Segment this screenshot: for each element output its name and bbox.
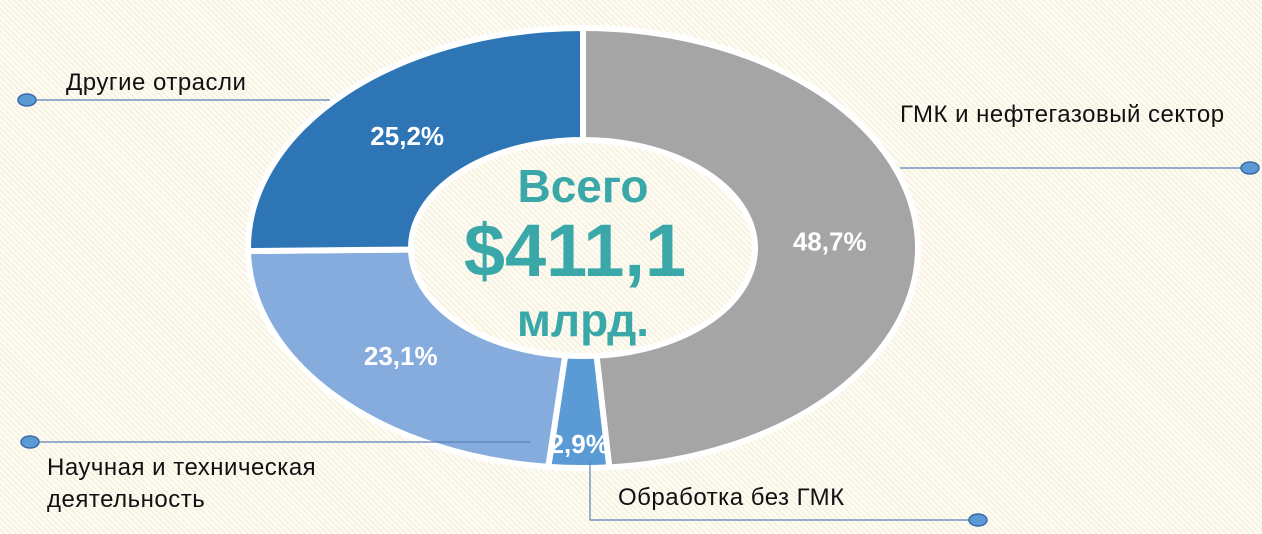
center-total: $411,1 — [464, 209, 686, 292]
center-line: Всего — [517, 160, 648, 212]
value-label: 48,7% — [793, 227, 867, 257]
slice — [244, 246, 569, 470]
category-label: ГМК и нефтегазовый сектор — [900, 101, 1225, 128]
center-text: Всего $411,1 млрд. — [464, 160, 686, 346]
slice — [580, 24, 921, 471]
leader-dots — [17, 93, 1260, 527]
value-label: 2,9% — [550, 429, 609, 459]
leaders — [27, 99, 1250, 521]
center-line: млрд. — [517, 294, 649, 346]
slices — [244, 24, 921, 471]
leader-line — [589, 462, 978, 521]
category-label: Научная и техническая деятельность — [47, 454, 317, 513]
category-label: Обработка без ГМК — [618, 484, 845, 511]
slice — [245, 24, 586, 255]
value-label: 25,2% — [370, 121, 444, 151]
value-labels: 48,7% 2,9% 23,1% 25,2% — [364, 121, 867, 459]
leader-dot — [20, 435, 40, 449]
category-label: Другие отрасли — [66, 69, 247, 96]
leader-dot — [17, 93, 37, 107]
value-label: 23,1% — [364, 341, 438, 371]
leader-dot — [1240, 161, 1260, 175]
leader-dot — [968, 513, 988, 527]
